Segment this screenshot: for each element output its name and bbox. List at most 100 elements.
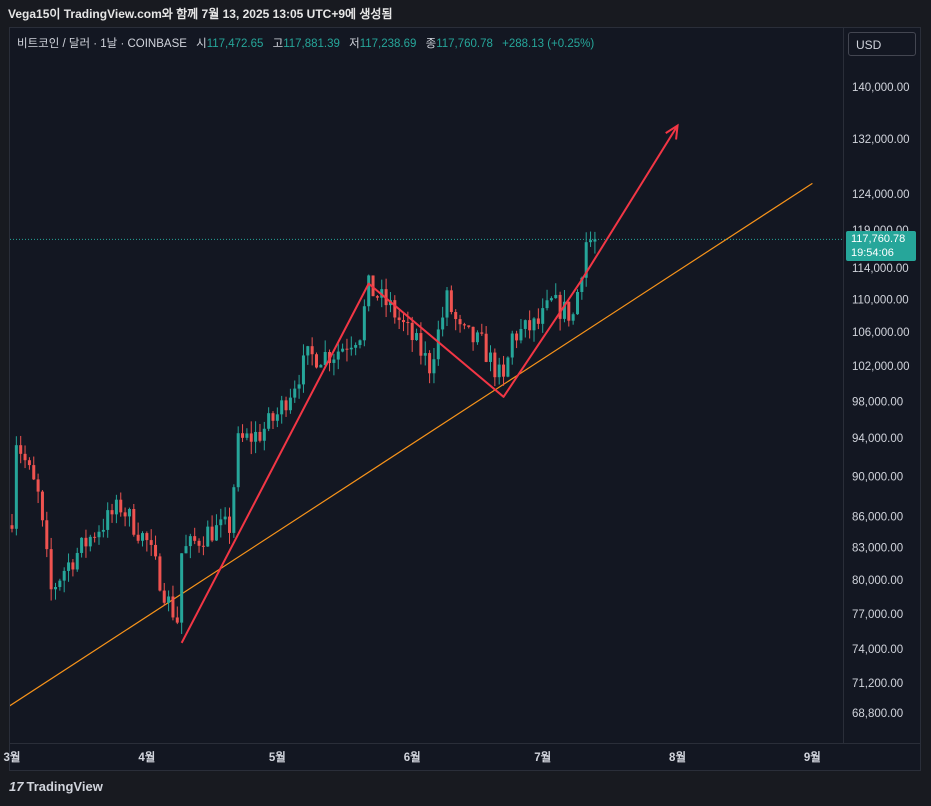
candle-body: [345, 348, 349, 350]
candle: [228, 507, 231, 544]
candle: [67, 553, 71, 582]
candle: [245, 428, 249, 441]
price-tick-label: 80,000.00: [852, 575, 903, 587]
candle: [589, 231, 593, 247]
candle: [419, 322, 423, 365]
candle: [349, 336, 353, 356]
candle: [84, 529, 88, 558]
candle-body: [49, 549, 53, 590]
price-tick-label: 140,000.00: [852, 82, 910, 94]
candle: [219, 508, 223, 538]
candle: [10, 513, 14, 533]
symbol-title[interactable]: 비트코인 / 달러 · 1날 · COINBASE: [17, 38, 187, 50]
candle-body: [567, 301, 571, 321]
candle-body: [167, 596, 171, 603]
time-axis: 3월 4월 5월 6월 7월 8월 9월: [4, 750, 821, 764]
candle-body: [458, 319, 462, 325]
candle: [362, 299, 366, 347]
candle-body: [67, 562, 71, 571]
candle: [123, 507, 127, 527]
time-tick-label: 9월: [804, 750, 821, 764]
candle-body: [589, 240, 593, 243]
candle: [280, 395, 284, 424]
candle-body: [288, 397, 292, 411]
candle-body: [188, 536, 192, 547]
close-value: 117,760.78: [436, 38, 493, 50]
candle: [275, 407, 279, 428]
close-label: 종: [425, 38, 437, 50]
candle: [141, 531, 144, 547]
candle-body: [145, 533, 149, 541]
candle: [232, 484, 236, 538]
candle-body: [528, 320, 532, 331]
high-label: 고: [272, 38, 284, 50]
candle: [315, 352, 318, 369]
candle-body: [393, 300, 397, 318]
candle-body: [402, 320, 405, 323]
candle: [288, 388, 292, 414]
candle: [454, 309, 458, 331]
candle-body: [119, 499, 123, 513]
candle-body: [406, 322, 410, 324]
candle: [402, 312, 405, 332]
price-tick-label: 94,000.00: [852, 433, 903, 445]
candle: [271, 411, 275, 430]
candle: [236, 426, 240, 492]
candle-body: [519, 328, 523, 341]
time-tick-label: 7월: [534, 750, 551, 764]
candle-body: [171, 596, 175, 618]
candle: [445, 286, 449, 327]
candle-body: [162, 590, 166, 603]
candle: [149, 529, 153, 556]
candle: [310, 337, 314, 366]
trendline-layer: [10, 182, 813, 707]
candle-body: [419, 333, 423, 356]
candle-body: [206, 526, 210, 547]
candle: [241, 424, 245, 442]
candle-body: [80, 537, 84, 553]
candle: [371, 275, 375, 297]
candle: [184, 534, 188, 554]
candle: [423, 341, 427, 366]
tradingview-brand[interactable]: 17 TradingView: [9, 779, 103, 794]
candle: [341, 343, 345, 353]
currency-selector[interactable]: USD: [848, 32, 916, 56]
candle: [502, 355, 506, 386]
candle: [206, 520, 210, 547]
candle: [258, 424, 262, 443]
candle: [180, 553, 184, 634]
candle-body: [454, 312, 458, 320]
candle-body: [415, 333, 419, 341]
candle: [80, 537, 84, 558]
candle: [532, 317, 536, 342]
high-value: 117,881.39: [283, 38, 340, 50]
candle-body: [428, 353, 432, 374]
candle: [293, 380, 297, 403]
candle: [214, 514, 218, 541]
candle-body: [349, 347, 353, 350]
price-tick-label: 98,000.00: [852, 396, 903, 408]
candle: [93, 532, 97, 543]
candle: [110, 503, 114, 523]
time-tick-label: 6월: [404, 750, 421, 764]
candle: [506, 356, 510, 378]
candle: [254, 421, 258, 454]
candle-body: [306, 346, 310, 356]
candle: [441, 306, 445, 337]
candle-body: [232, 487, 236, 533]
candle: [449, 285, 453, 315]
price-tick-label: 102,000.00: [852, 361, 910, 373]
candle-body: [127, 508, 131, 517]
candle-body: [280, 400, 284, 415]
candle-body: [75, 552, 79, 570]
candle-body: [154, 544, 158, 557]
candle: [154, 535, 158, 560]
price-tick-label: 71,200.00: [852, 678, 903, 690]
candle: [545, 289, 549, 311]
candle-body: [84, 537, 88, 547]
candle: [88, 534, 92, 552]
candle-body: [27, 460, 31, 466]
candle-body: [558, 294, 562, 319]
candle-body: [245, 433, 249, 438]
